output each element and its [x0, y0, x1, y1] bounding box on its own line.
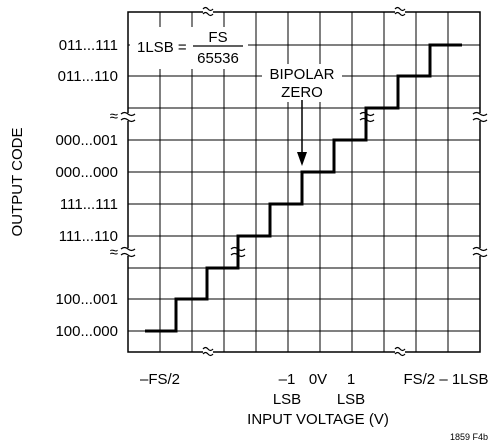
y-tick-label: 000...001 [55, 132, 118, 149]
bipolar-line-2: ZERO [281, 84, 323, 101]
y-tick-label: 111...110 [59, 228, 118, 245]
plot-frame [127, 11, 481, 353]
y-tick-label: 000...000 [55, 164, 118, 181]
y-tick-label: 100...000 [55, 323, 118, 340]
bipolar-line-1: BIPOLAR [269, 66, 334, 83]
arrow-head-icon [297, 152, 307, 166]
x-tick-label: LSB [273, 391, 301, 408]
x-tick-label: 0V [309, 371, 327, 388]
x-tick-label: LSB [337, 391, 365, 408]
y-tick-label: 011...110 [58, 68, 118, 85]
x-tick-label: –1 [279, 371, 296, 388]
x-tick-label: 1 [347, 371, 355, 388]
figure-number: 1859 F4b [450, 432, 488, 442]
y-tick-label: 111...111 [60, 196, 118, 213]
y-break-mark: ≈ [110, 108, 118, 125]
transfer-staircase [145, 43, 462, 333]
x-tick-label: –FS/2 [140, 371, 180, 388]
y-break-mark: ≈ [110, 244, 118, 261]
x-tick-labels: –FS/2 –1 LSB 0V 1 LSB FS/2 – 1LSB [140, 371, 489, 408]
y-tick-label: 011...111 [59, 37, 118, 54]
lsb-formula-box [130, 27, 248, 69]
lsb-prefix: 1LSB = [137, 39, 187, 56]
bipolar-zero-box [262, 64, 342, 102]
x-axis-title: INPUT VOLTAGE (V) [247, 411, 389, 428]
lsb-denominator: 65536 [197, 50, 239, 67]
lsb-numerator: FS [208, 29, 227, 46]
y-axis-title: OUTPUT CODE [9, 128, 26, 237]
y-tick-labels: 011...111 011...110 000...001 000...000 … [55, 37, 118, 340]
x-tick-label: FS/2 – 1LSB [403, 371, 488, 388]
y-tick-label: 100...001 [55, 291, 118, 308]
